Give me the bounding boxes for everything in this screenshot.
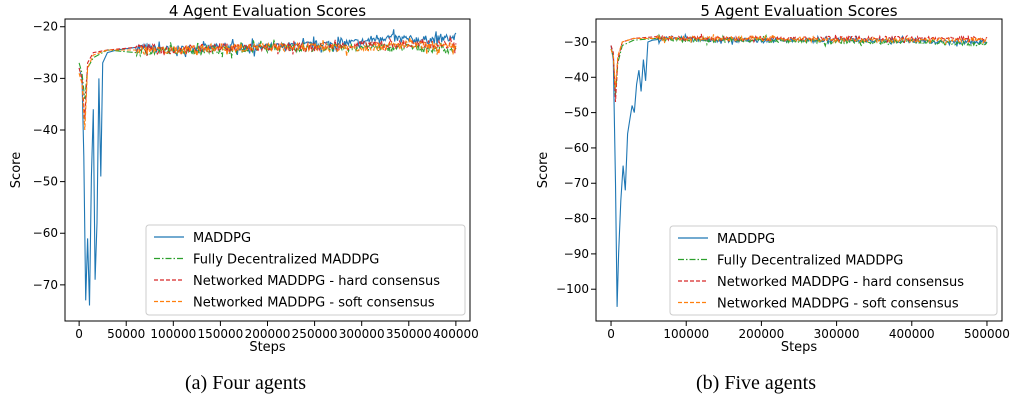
chart2-ytick-label: −100 <box>556 282 589 296</box>
chart2-ytick-label: −60 <box>564 141 589 155</box>
chart1-series-3-line <box>78 36 457 120</box>
chart2-xtick-label: 200000 <box>739 327 785 341</box>
chart1-xlabel: Steps <box>249 340 286 355</box>
chart2-legend-label: MADDPG <box>717 232 775 247</box>
chart1-ytick-label: −60 <box>33 226 58 240</box>
chart2-series-3-line <box>610 33 988 103</box>
chart1-xtick-label: 50000 <box>107 327 145 341</box>
chart2-legend-label: Networked MADDPG - hard consensus <box>717 275 964 290</box>
chart1-legend-label: Networked MADDPG - hard consensus <box>193 274 440 289</box>
chart2-ytick-label: −40 <box>564 70 589 84</box>
chart1-xtick-label: 400000 <box>433 327 479 341</box>
caption-right: (b) Five agents <box>696 372 816 394</box>
caption-left: (a) Four agents <box>185 372 307 394</box>
chart1-ytick-label: −30 <box>33 71 58 85</box>
chart1-ytick-label: −50 <box>33 175 58 189</box>
chart2-series-2-line <box>610 33 988 95</box>
chart2-legend-label: Fully Decentralized MADDPG <box>717 254 903 269</box>
chart1-xtick-label: 200000 <box>245 327 291 341</box>
chart1-legend-label: Networked MADDPG - soft consensus <box>193 296 435 311</box>
chart1-series-4-line <box>78 37 457 131</box>
chart1-xtick-label: 0 <box>75 327 83 341</box>
chart2-series-4-line <box>610 32 988 88</box>
chart2-xtick-label: 300000 <box>814 327 860 341</box>
chart1-xtick-label: 250000 <box>292 327 338 341</box>
chart1-xtick-label: 100000 <box>150 327 196 341</box>
chart1-series-2-line <box>78 39 457 100</box>
chart2-ylabel: Score <box>536 152 551 188</box>
chart2-legend-label: Networked MADDPG - soft consensus <box>717 297 959 312</box>
chart1-legend-label: Fully Decentralized MADDPG <box>193 253 379 268</box>
chart1-ylabel: Score <box>9 152 24 188</box>
chart1-ytick-label: −20 <box>33 20 58 34</box>
chart1-legend-label: MADDPG <box>193 231 251 246</box>
chart2-xtick-label: 400000 <box>889 327 935 341</box>
chart2-ytick-label: −30 <box>564 35 589 49</box>
chart2-title: 5 Agent Evaluation Scores <box>700 2 897 20</box>
chart2-axes-frame <box>595 18 1003 322</box>
chart2-ytick-label: −80 <box>564 212 589 226</box>
chart2-xtick-label: 0 <box>607 327 615 341</box>
chart1-legend-box <box>145 224 466 316</box>
chart2-ytick-label: −90 <box>564 247 589 261</box>
chart1-ytick-label: −40 <box>33 123 58 137</box>
chart1-xtick-label: 350000 <box>386 327 432 341</box>
chart1-xtick-label: 300000 <box>339 327 385 341</box>
chart1-ytick-label: −70 <box>33 278 58 292</box>
chart1-title: 4 Agent Evaluation Scores <box>169 2 366 20</box>
chart2-xlabel: Steps <box>781 340 818 355</box>
chart2-ytick-label: −50 <box>564 106 589 120</box>
chart1-xtick-label: 150000 <box>198 327 244 341</box>
chart2-xtick-label: 100000 <box>663 327 709 341</box>
chart2-xtick-label: 500000 <box>964 327 1010 341</box>
chart2-ytick-label: −70 <box>564 176 589 190</box>
chart2-legend-box <box>669 225 998 316</box>
